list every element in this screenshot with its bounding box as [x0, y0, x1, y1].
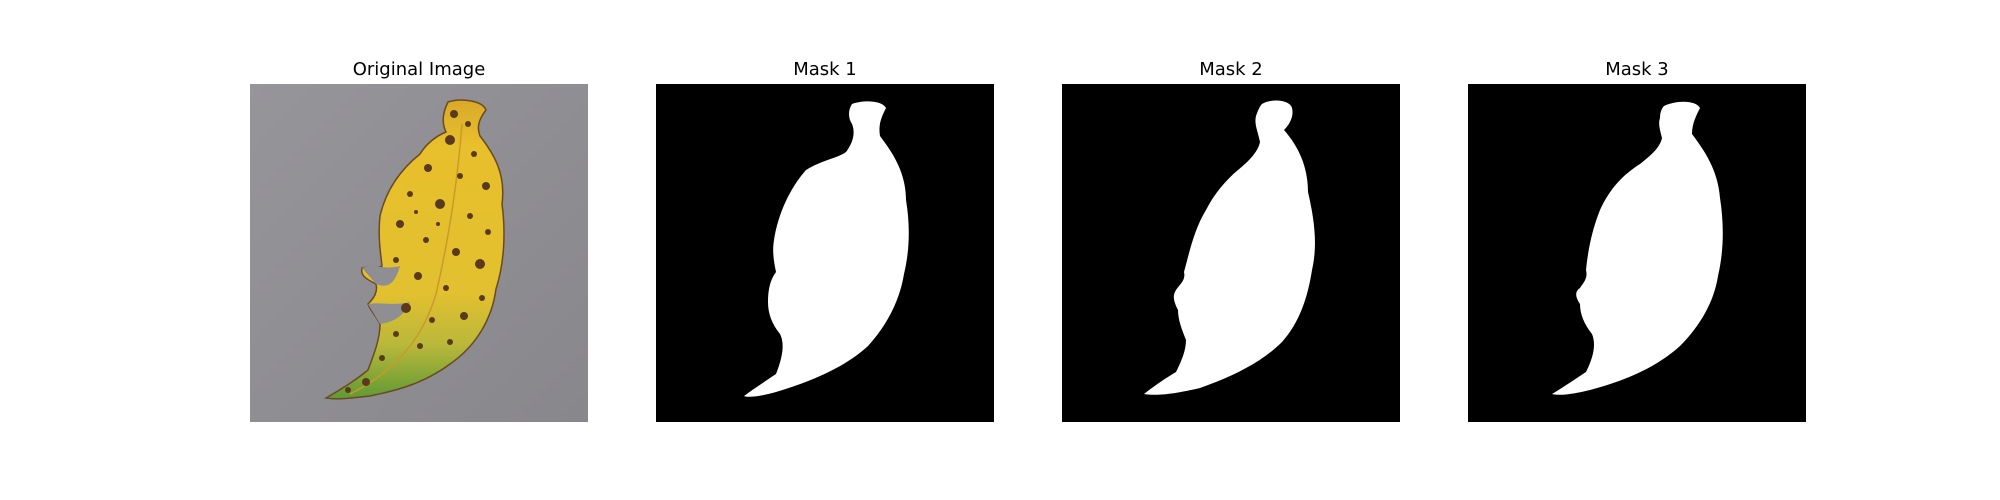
- panel-title: Original Image: [352, 59, 486, 80]
- mask-3-image: [1468, 84, 1806, 422]
- panel-title: Mask 1: [793, 59, 857, 80]
- panel-mask-3: Mask 3: [1468, 0, 1806, 500]
- panel-mask-2: Mask 2: [1062, 0, 1400, 500]
- original-leaf-photo: [250, 84, 588, 422]
- mask-1-image: [656, 84, 994, 422]
- panel-title: Mask 3: [1605, 59, 1669, 80]
- panel-title: Mask 2: [1199, 59, 1263, 80]
- panel-mask-1: Mask 1: [656, 0, 994, 500]
- mask-2-image: [1062, 84, 1400, 422]
- panel-original-image: Original Image: [250, 0, 588, 500]
